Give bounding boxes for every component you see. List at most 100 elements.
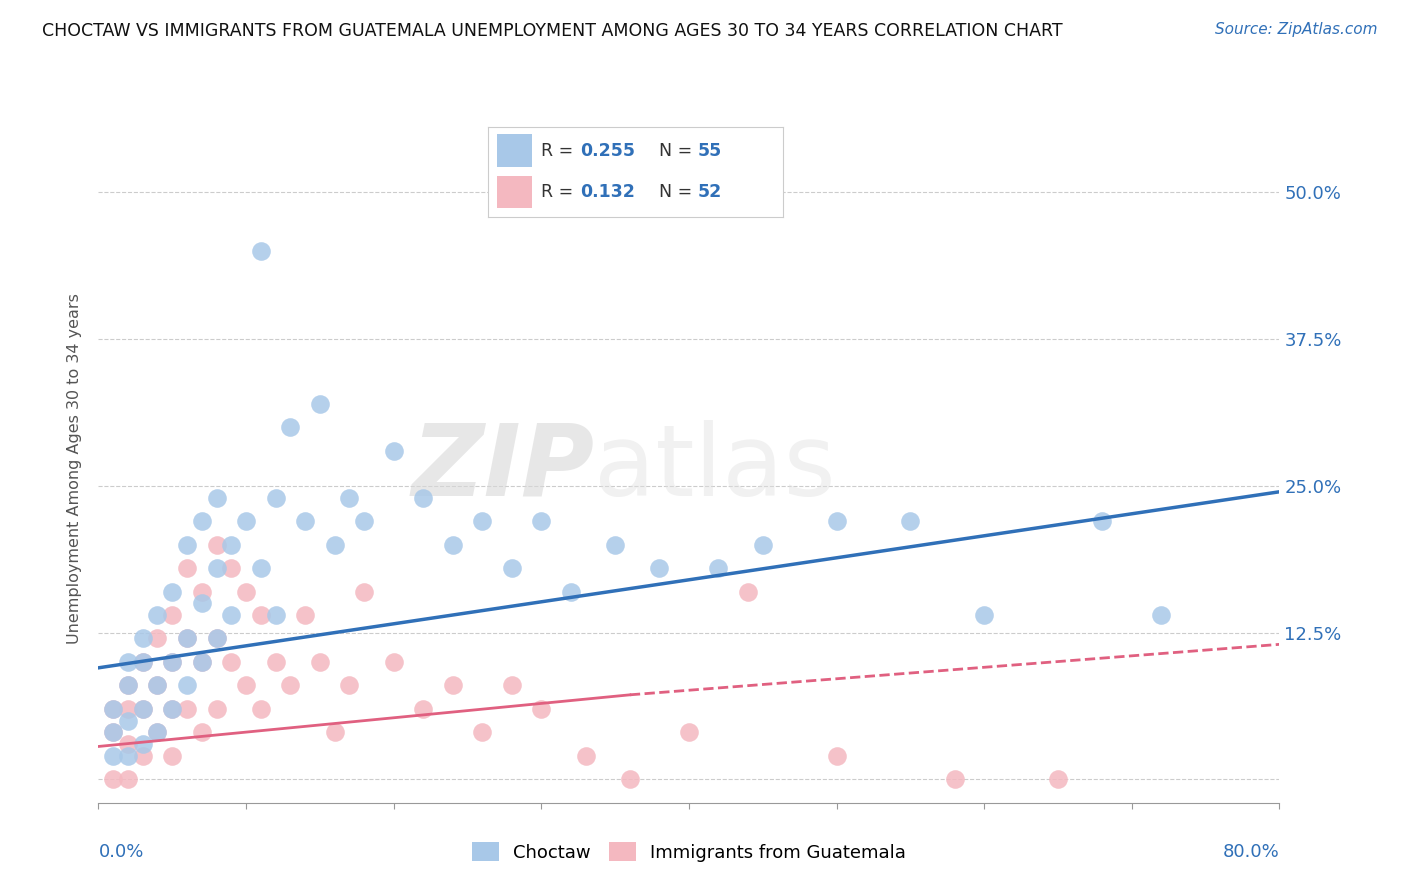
Y-axis label: Unemployment Among Ages 30 to 34 years: Unemployment Among Ages 30 to 34 years xyxy=(67,293,83,644)
Point xyxy=(264,491,287,505)
Point xyxy=(973,607,995,622)
Point xyxy=(250,702,273,716)
Point xyxy=(825,748,848,763)
Point xyxy=(560,584,582,599)
Point xyxy=(176,632,198,646)
Point xyxy=(219,561,242,575)
Point xyxy=(943,772,966,787)
Point xyxy=(205,538,228,552)
Point xyxy=(1150,607,1173,622)
Point xyxy=(441,678,464,692)
Point xyxy=(353,584,375,599)
Point xyxy=(146,607,169,622)
Point xyxy=(191,655,214,669)
Point xyxy=(132,702,155,716)
Point xyxy=(339,678,360,692)
Point xyxy=(707,561,730,575)
Text: 80.0%: 80.0% xyxy=(1223,843,1279,861)
Point xyxy=(264,655,287,669)
Point xyxy=(176,632,198,646)
Point xyxy=(162,748,183,763)
Text: 0.0%: 0.0% xyxy=(98,843,143,861)
Point xyxy=(1046,772,1069,787)
Point xyxy=(146,678,169,692)
Point xyxy=(530,702,553,716)
Point xyxy=(191,725,214,739)
Point xyxy=(117,714,139,728)
Point xyxy=(162,607,183,622)
Point xyxy=(294,607,316,622)
Text: Source: ZipAtlas.com: Source: ZipAtlas.com xyxy=(1215,22,1378,37)
Point xyxy=(176,561,198,575)
Point xyxy=(117,678,139,692)
Point xyxy=(132,655,155,669)
Point xyxy=(117,678,139,692)
Point xyxy=(132,737,155,751)
Point xyxy=(191,596,214,610)
Point xyxy=(132,632,155,646)
Point xyxy=(1091,514,1114,528)
Point xyxy=(294,514,316,528)
Point xyxy=(900,514,922,528)
Point xyxy=(117,737,139,751)
Point xyxy=(353,514,375,528)
Point xyxy=(471,514,494,528)
Point xyxy=(117,748,139,763)
Text: ZIP: ZIP xyxy=(412,420,595,516)
Point xyxy=(339,491,360,505)
Point xyxy=(278,420,302,434)
Point xyxy=(412,491,434,505)
Point xyxy=(309,397,332,411)
Point xyxy=(250,244,273,259)
Point xyxy=(605,538,627,552)
Point xyxy=(309,655,332,669)
Point xyxy=(574,748,596,763)
Point xyxy=(146,725,169,739)
Point xyxy=(250,607,273,622)
Point xyxy=(678,725,700,739)
Point xyxy=(323,725,346,739)
Point xyxy=(501,678,523,692)
Point xyxy=(132,748,155,763)
Point xyxy=(323,538,346,552)
Point xyxy=(117,655,139,669)
Point xyxy=(103,725,125,739)
Point xyxy=(235,584,257,599)
Point xyxy=(441,538,464,552)
Point xyxy=(162,584,183,599)
Point xyxy=(176,538,198,552)
Point xyxy=(103,772,125,787)
Point xyxy=(191,584,214,599)
Point xyxy=(219,655,242,669)
Legend: Choctaw, Immigrants from Guatemala: Choctaw, Immigrants from Guatemala xyxy=(463,833,915,871)
Point xyxy=(146,725,169,739)
Point xyxy=(162,655,183,669)
Point xyxy=(103,748,125,763)
Point xyxy=(146,632,169,646)
Point xyxy=(235,514,257,528)
Point xyxy=(103,725,125,739)
Point xyxy=(382,443,405,458)
Point xyxy=(264,607,287,622)
Point xyxy=(751,538,773,552)
Point xyxy=(117,772,139,787)
Point xyxy=(648,561,671,575)
Point xyxy=(235,678,257,692)
Point xyxy=(205,491,228,505)
Point xyxy=(162,702,183,716)
Point xyxy=(619,772,641,787)
Point xyxy=(117,702,139,716)
Point xyxy=(103,702,125,716)
Point xyxy=(737,584,759,599)
Point xyxy=(501,561,523,575)
Point xyxy=(205,632,228,646)
Point xyxy=(205,561,228,575)
Point xyxy=(146,678,169,692)
Point xyxy=(132,655,155,669)
Point xyxy=(162,702,183,716)
Point xyxy=(191,514,214,528)
Point xyxy=(103,702,125,716)
Point xyxy=(219,607,242,622)
Point xyxy=(530,514,553,528)
Text: CHOCTAW VS IMMIGRANTS FROM GUATEMALA UNEMPLOYMENT AMONG AGES 30 TO 34 YEARS CORR: CHOCTAW VS IMMIGRANTS FROM GUATEMALA UNE… xyxy=(42,22,1063,40)
